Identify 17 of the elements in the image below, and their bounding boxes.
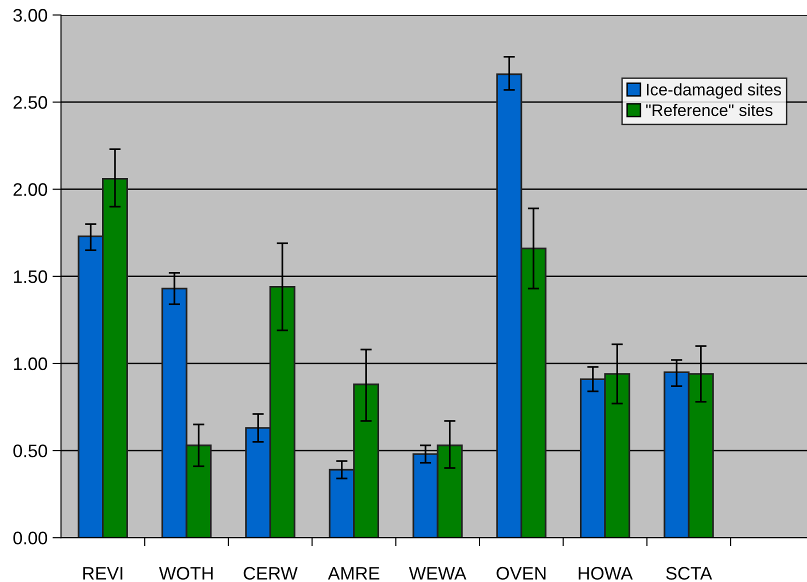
legend-label: "Reference" sites — [646, 104, 772, 116]
y-tick-label: 3.00 — [13, 8, 48, 22]
x-tick-label: OVEN — [496, 566, 546, 580]
x-tick-label: CERW — [244, 566, 298, 580]
y-tick-label: 2.50 — [14, 96, 48, 109]
legend-label: Ice-damaged sites — [646, 83, 782, 99]
y-tick-label: 2.00 — [14, 183, 48, 196]
y-tick-label: 0.50 — [13, 444, 48, 458]
y-tick-label: 0.00 — [13, 532, 48, 544]
y-tick-label: 1.50 — [14, 270, 48, 284]
x-tick-label: WOTH — [159, 566, 213, 580]
x-tick-label: SCTA — [666, 566, 712, 580]
x-tick-label: REVI — [83, 567, 122, 580]
y-tick-label: 1.00 — [14, 357, 48, 370]
x-tick-label: WEWA — [408, 567, 466, 580]
x-tick-label: HOWA — [578, 566, 633, 580]
x-tick-label: AMRE — [328, 567, 380, 580]
